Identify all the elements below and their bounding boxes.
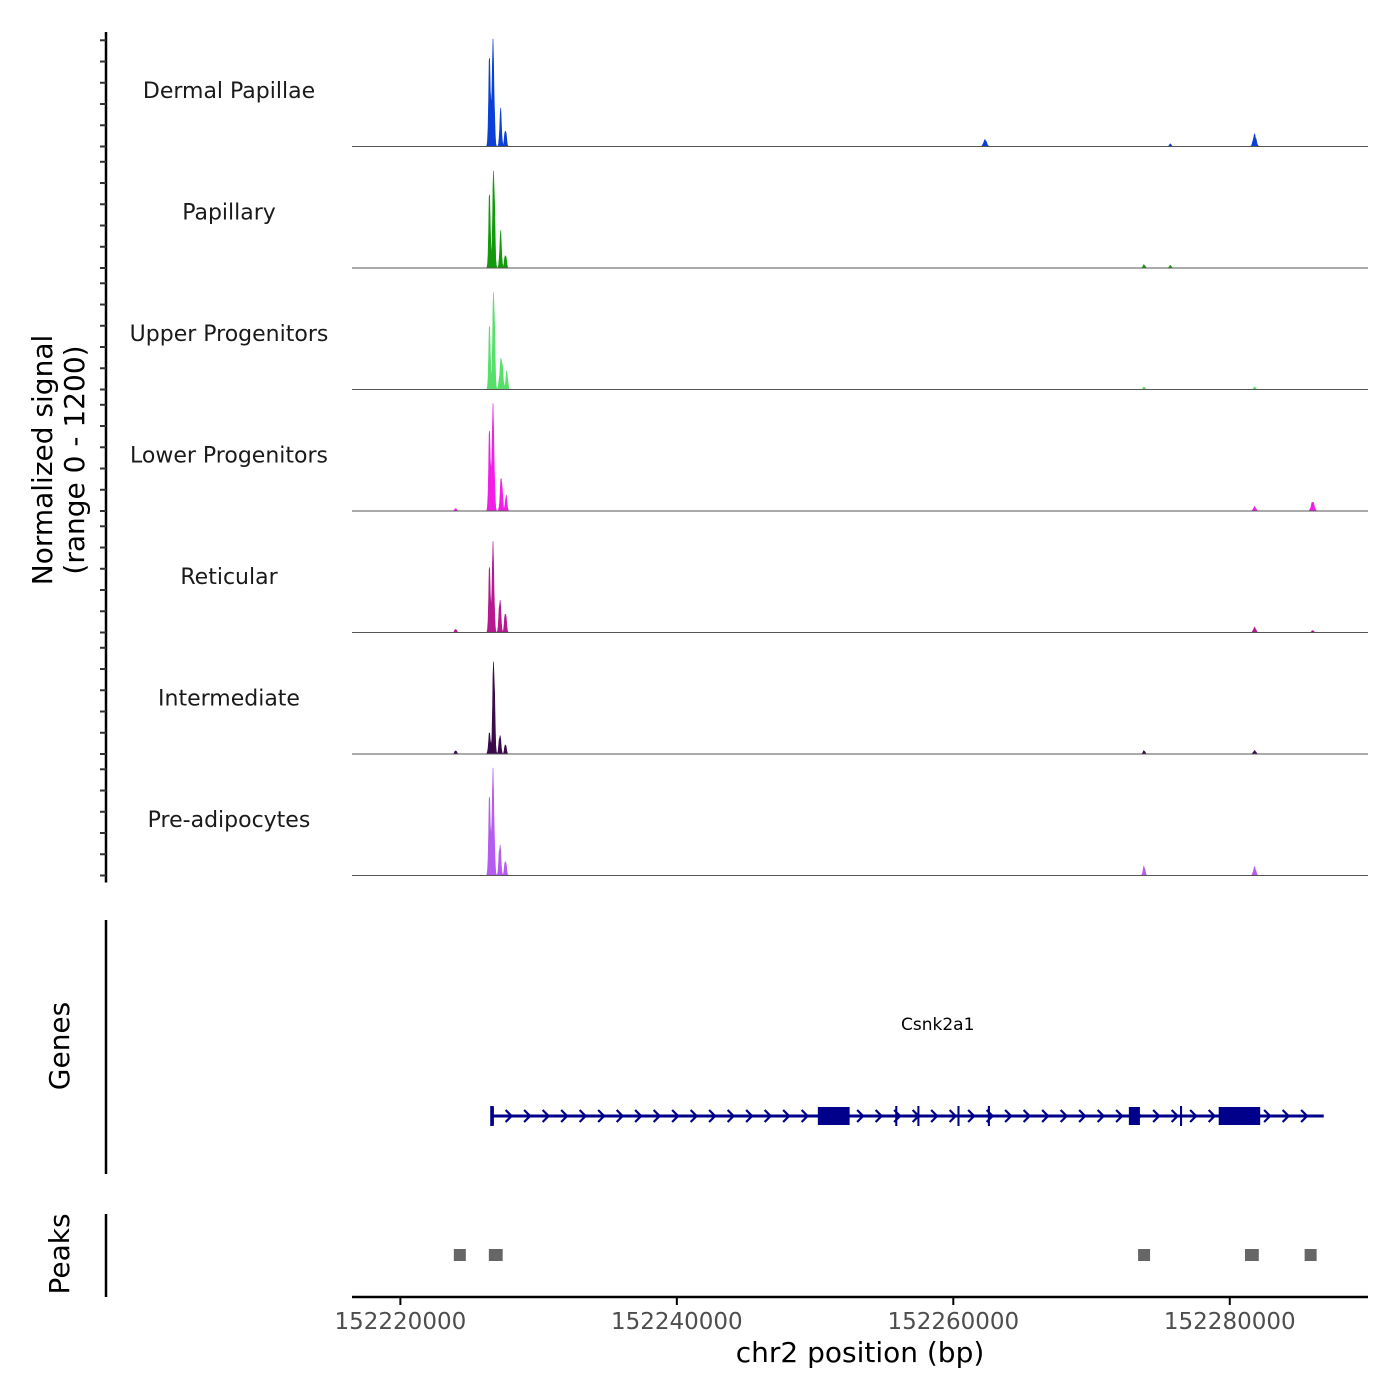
strand-arrow <box>541 1109 551 1123</box>
peak-region <box>1244 1249 1259 1261</box>
strand-arrow <box>1281 1109 1291 1123</box>
strand-arrow <box>800 1109 810 1123</box>
strand-arrow <box>708 1109 717 1123</box>
strand-arrow <box>1004 1109 1013 1123</box>
peak-region <box>453 1249 466 1261</box>
strand-arrow <box>1189 1109 1198 1123</box>
signal-area <box>352 38 1368 147</box>
strand-arrow <box>930 1109 939 1123</box>
y-axis-title-line2: (range 0 - 1200) <box>58 345 91 574</box>
signal-area <box>352 170 1368 269</box>
x-tick-label: 152220000 <box>335 1309 467 1335</box>
gene-exon <box>1180 1106 1183 1126</box>
strand-arrow <box>597 1109 606 1123</box>
x-tick-label: 152240000 <box>611 1309 743 1335</box>
peaks-track-title: Peaks <box>43 1213 76 1294</box>
strand-arrow <box>1022 1109 1032 1123</box>
strand-arrow <box>1152 1109 1161 1123</box>
strand-arrow <box>948 1109 958 1123</box>
track-label: Reticular <box>180 565 278 590</box>
track-label: Intermediate <box>158 687 300 712</box>
gene-exon <box>917 1106 920 1126</box>
signal-tracks: Dermal Papillae Papillary Upper Progenitor… <box>130 38 1368 876</box>
strand-arrow <box>1207 1109 1217 1123</box>
strand-arrow <box>1078 1109 1087 1123</box>
signal-area <box>352 403 1368 512</box>
signal-area <box>352 661 1368 755</box>
gene-track: Csnk2a1 <box>104 920 1324 1174</box>
strand-arrow <box>763 1109 773 1123</box>
x-axis: 152220000 152240000 152260000 152280000 <box>335 1295 1368 1335</box>
strand-arrow <box>967 1109 976 1123</box>
strand-arrow <box>782 1109 791 1123</box>
strand-arrow <box>726 1109 736 1123</box>
strand-arrow <box>504 1109 514 1123</box>
signal-area <box>352 541 1368 633</box>
gene-exon <box>1128 1107 1140 1125</box>
x-tick-label: 152280000 <box>1164 1309 1296 1335</box>
strand-arrow <box>560 1109 569 1123</box>
genes-track-title: Genes <box>43 1002 76 1090</box>
track-label: Papillary <box>182 201 276 226</box>
peak-track <box>104 1214 1317 1297</box>
strand-arrow <box>1115 1109 1124 1123</box>
strand-arrow <box>578 1109 588 1123</box>
track-label: Upper Progenitors <box>130 322 329 347</box>
strand-arrow <box>615 1109 625 1123</box>
gene-exon <box>957 1106 960 1126</box>
strand-arrow <box>1170 1109 1180 1123</box>
strand-arrow <box>856 1109 865 1123</box>
gene-exon <box>895 1106 898 1126</box>
gene-exon <box>1218 1107 1261 1125</box>
peak-region <box>488 1249 503 1261</box>
strand-arrow <box>671 1109 680 1123</box>
peak-region <box>1138 1249 1151 1261</box>
track-label: Dermal Papillae <box>143 79 315 104</box>
gene-name-label: Csnk2a1 <box>901 1015 974 1035</box>
gene-exon <box>817 1107 850 1125</box>
x-tick-label: 152260000 <box>887 1309 1019 1335</box>
strand-arrow <box>1059 1109 1069 1123</box>
strand-arrow <box>652 1109 662 1123</box>
strand-arrow <box>1300 1109 1309 1123</box>
signal-area <box>352 767 1368 876</box>
track-label: Pre-adipocytes <box>148 808 311 833</box>
strand-arrow <box>745 1109 754 1123</box>
strand-arrow <box>634 1109 643 1123</box>
strand-arrow <box>1096 1109 1106 1123</box>
strand-arrow <box>523 1109 532 1123</box>
peak-region <box>1304 1249 1317 1261</box>
strand-arrow <box>689 1109 699 1123</box>
strand-arrow <box>874 1109 884 1123</box>
track-label: Lower Progenitors <box>130 444 328 469</box>
strand-arrow <box>1263 1109 1272 1123</box>
signal-y-axis <box>100 32 108 883</box>
gene-exon <box>490 1106 494 1126</box>
x-axis-title: chr2 position (bp) <box>736 1336 985 1369</box>
strand-arrow <box>1041 1109 1050 1123</box>
y-axis-title-line1: Normalized signal <box>26 335 59 586</box>
signal-area <box>352 292 1368 390</box>
gene-exon <box>987 1106 990 1126</box>
